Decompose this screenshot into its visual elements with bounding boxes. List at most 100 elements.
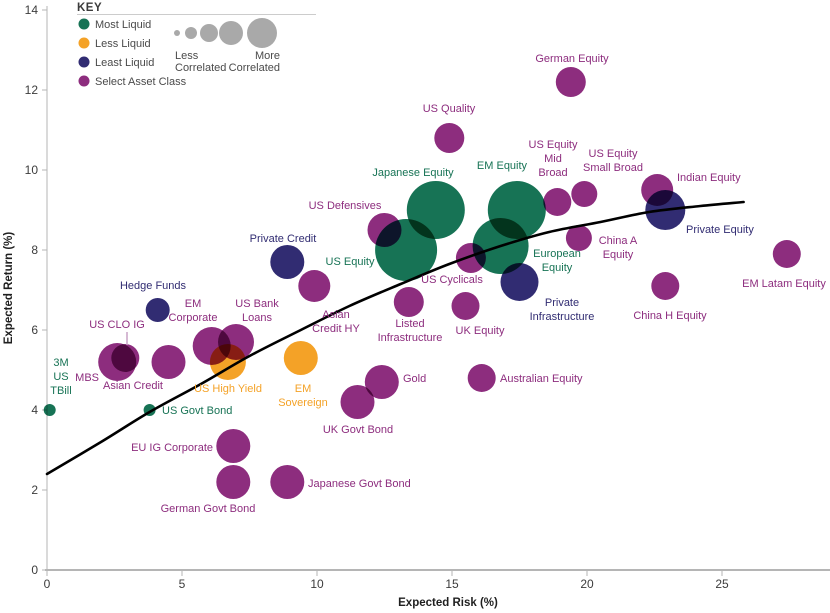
label-asian-credit-hy: Asian Credit HY (312, 309, 360, 335)
bubble-us-quality (434, 123, 465, 153)
label-private-infrastructure: Private Infrastructure (530, 297, 595, 323)
bubble-us-equity-small-broad (571, 181, 598, 207)
label-us-defensives: US Defensives (309, 200, 382, 212)
bubble-australian-equity (467, 364, 496, 392)
bubble-gold (364, 365, 399, 399)
label-china-a-equity: China A Equity (599, 235, 638, 261)
label-us-bank-loans: US Bank Loans (235, 298, 279, 324)
key-item-select-asset-class: Select Asset Class (95, 76, 187, 88)
label-china-h-equity: China H Equity (633, 310, 707, 322)
bubble-hedge-funds (145, 298, 170, 322)
axes: 0 2 4 6 8 10 12 14 0 5 10 15 20 25 Expected Risk (%) Ex… (3, 3, 830, 609)
key-dot-select-asset-class (78, 75, 90, 87)
label-private-equity: Private Equity (686, 224, 754, 236)
key-legend: KEY Most Liquid Less Liquid Least Liquid Sel… (77, 2, 316, 88)
bubble-us-high-yield (209, 344, 246, 380)
label-us-equity-small-broad: US Equity Small Broad (583, 148, 643, 174)
label-us-cyclicals: US Cyclicals (421, 274, 483, 286)
label-private-credit: Private Credit (250, 233, 317, 245)
y-tick-label: 6 (31, 323, 38, 337)
key-size-circle-1 (174, 30, 180, 36)
label-em-corporate: EM Corporate (169, 298, 218, 324)
label-japanese-govt-bond: Japanese Govt Bond (308, 478, 411, 490)
bubble-asian-credit (151, 345, 186, 379)
y-axis-title: Expected Return (%) (3, 232, 15, 345)
label-em-latam-equity: EM Latam Equity (742, 278, 826, 290)
bubble-german-equity (555, 67, 586, 97)
label-japanese-equity: Japanese Equity (372, 167, 454, 179)
key-dot-most-liquid (78, 18, 90, 30)
bubble-eu-ig-corporate (216, 429, 251, 463)
x-axis-title: Expected Risk (%) (398, 597, 498, 609)
bubble-em-sovereign (283, 341, 318, 375)
label-mbs: MBS (75, 372, 99, 384)
label-eu-ig-corporate: EU IG Corporate (131, 442, 213, 454)
bubble-china-h-equity (651, 272, 680, 300)
key-item-less-liquid: Less Liquid (95, 38, 151, 50)
y-tick-label: 10 (25, 163, 39, 177)
x-tick-label: 25 (715, 577, 729, 591)
label-german-govt-bond: German Govt Bond (161, 503, 256, 515)
label-us-equity-mid-broad: US Equity Mid Broad (529, 139, 578, 179)
label-uk-govt-bond: UK Govt Bond (323, 424, 393, 436)
label-us-govt-bond: US Govt Bond (162, 405, 232, 417)
bubble-labels: 3M US TBill US Govt Bond MBS US CLO IG Asian C… (50, 53, 826, 515)
bubble-us-equity-mid-broad (543, 188, 572, 216)
key-size-circle-3 (200, 24, 218, 42)
bubble-uk-equity (451, 292, 480, 320)
y-tick-label: 0 (31, 563, 38, 577)
key-size-circle-5 (247, 18, 277, 48)
x-tick-label: 20 (580, 577, 594, 591)
bubble-asian-credit-hy (298, 270, 331, 302)
bubble-em-latam-equity (772, 240, 801, 268)
bubbles (43, 67, 801, 499)
key-dot-less-liquid (78, 37, 90, 49)
bubble-us-clo-ig (111, 344, 140, 372)
y-tick-label: 12 (25, 83, 39, 97)
bubble-uk-govt-bond (340, 385, 375, 419)
frontier-curve (45, 200, 745, 476)
key-item-most-liquid: Most Liquid (95, 19, 151, 31)
label-gold: Gold (403, 373, 426, 385)
bubble-3m-us-tbill (43, 404, 56, 416)
key-more-correlated-label: More (255, 50, 280, 62)
label-hedge-funds: Hedge Funds (120, 280, 187, 292)
bubble-private-infrastructure (500, 263, 539, 301)
key-less-correlated-label: Correlated (175, 62, 226, 74)
y-tick-label: 14 (25, 3, 39, 17)
label-indian-equity: Indian Equity (677, 172, 741, 184)
label-us-equity: US Equity (326, 256, 375, 268)
key-more-correlated-label: Correlated (229, 62, 280, 74)
x-tick-label: 15 (445, 577, 459, 591)
key-less-correlated-label: Less (175, 50, 199, 62)
bubble-private-credit (270, 245, 305, 279)
label-3m-us-tbill: 3M US TBill (50, 357, 71, 397)
label-asian-credit: Asian Credit (103, 380, 163, 392)
key-item-least-liquid: Least Liquid (95, 57, 154, 69)
key-size-circle-4 (219, 21, 243, 45)
y-tick-label: 2 (31, 483, 38, 497)
label-australian-equity: Australian Equity (500, 373, 583, 385)
bubble-german-govt-bond (216, 465, 251, 499)
key-dot-least-liquid (78, 56, 90, 68)
label-em-sovereign: EM Sovereign (278, 383, 328, 409)
y-tick-label: 8 (31, 243, 38, 257)
x-tick-label: 0 (44, 577, 51, 591)
bubble-japanese-govt-bond (270, 465, 305, 499)
label-european-equity: European Equity (533, 248, 581, 274)
frontier-line (45, 200, 745, 476)
label-us-clo-ig: US CLO IG (89, 319, 145, 331)
label-us-quality: US Quality (423, 103, 476, 115)
bubble-japanese-equity (406, 181, 465, 239)
bubble-china-a-equity (565, 225, 592, 251)
label-em-equity: EM Equity (477, 160, 528, 172)
label-us-high-yield: US High Yield (194, 383, 262, 395)
key-size-circle-2 (185, 27, 197, 39)
label-german-equity: German Equity (535, 53, 609, 65)
y-tick-label: 4 (31, 403, 38, 417)
bubble-listed-infrastructure (393, 287, 424, 317)
key-title: KEY (77, 2, 102, 14)
x-tick-label: 5 (179, 577, 186, 591)
